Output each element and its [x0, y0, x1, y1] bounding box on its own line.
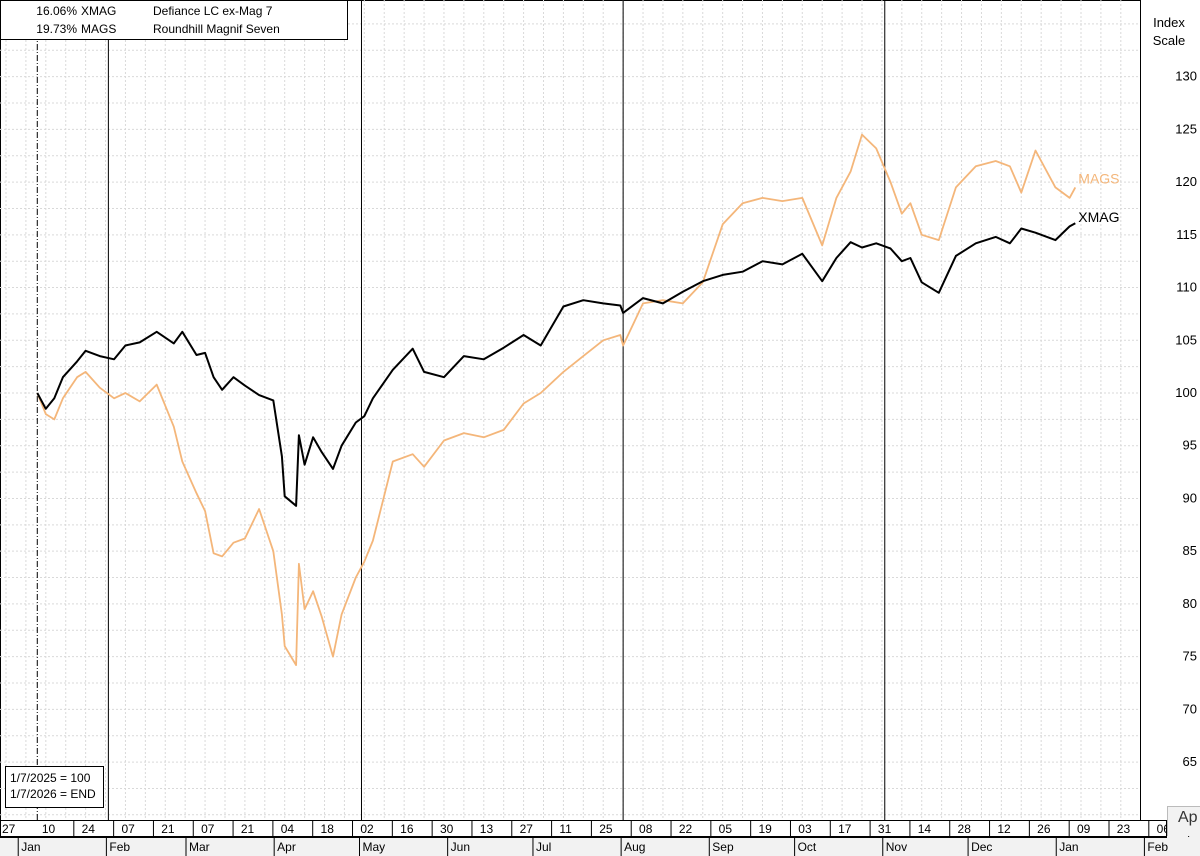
corner-tab[interactable]: Ap — [1167, 806, 1200, 836]
x-tick-label: 27 — [520, 822, 534, 836]
x-month-label: Jun — [451, 840, 470, 854]
x-tick-label: 31 — [878, 822, 892, 836]
x-tick-label: 11 — [559, 822, 572, 836]
x-tick-label: 12 — [997, 822, 1011, 836]
x-tick-label: 19 — [758, 822, 772, 836]
y-tick-label: 100 — [1175, 385, 1197, 400]
y-tick-label: 80 — [1183, 596, 1197, 611]
series-line-xmag — [36, 222, 1076, 507]
x-month-label: Feb — [109, 840, 130, 854]
x-tick-label: 18 — [321, 822, 335, 836]
x-tick-label: 24 — [82, 822, 96, 836]
y-tick-label: 85 — [1183, 543, 1197, 558]
y-tick-label: 90 — [1183, 490, 1197, 505]
x-axis-day-row — [0, 820, 1167, 837]
y-axis-title: Index Scale — [1140, 14, 1198, 50]
series-line-mags — [36, 133, 1077, 666]
x-tick-label: 06 — [1157, 822, 1171, 836]
x-tick-label: 10 — [42, 822, 56, 836]
x-month-label: Sep — [712, 840, 734, 854]
x-tick-label: 02 — [360, 822, 374, 836]
y-axis-title-line: Scale — [1152, 33, 1186, 48]
x-tick-label: 21 — [241, 822, 255, 836]
legend-pct: 19.73% — [36, 22, 77, 36]
legend-ticker: XMAG — [81, 4, 117, 18]
x-month-label: Dec — [971, 840, 992, 854]
note-line: 1/7/2026 = END — [10, 787, 96, 801]
x-tick-label: 03 — [798, 822, 812, 836]
x-month-label: Apr — [277, 840, 296, 854]
x-tick-label: 23 — [1117, 822, 1131, 836]
y-tick-label: 115 — [1176, 227, 1197, 242]
legend-ticker: MAGS — [81, 22, 117, 36]
base-date-note: 1/7/2025 = 100 1/7/2026 = END — [5, 766, 104, 808]
plot-area — [0, 0, 1141, 821]
y-tick-label: 120 — [1175, 174, 1197, 189]
legend: 16.06% XMAG Defiance LC ex-Mag 7 19.73% … — [0, 0, 348, 40]
x-month-label: Feb — [1147, 840, 1168, 854]
x-tick-label: 13 — [480, 822, 494, 836]
y-tick-label: 125 — [1175, 121, 1197, 136]
x-month-label: Aug — [624, 840, 645, 854]
x-tick-label: 07 — [121, 822, 135, 836]
y-tick-label: 95 — [1183, 438, 1197, 453]
y-axis-title-line: Index — [1153, 15, 1185, 30]
x-month-label: Nov — [886, 840, 907, 854]
series-end-label: XMAG — [1078, 209, 1119, 225]
x-month-label: Jul — [536, 840, 551, 854]
x-tick-label: 30 — [440, 822, 454, 836]
x-month-label: May — [362, 840, 385, 854]
x-tick-label: 25 — [599, 822, 613, 836]
y-tick-label: 70 — [1183, 701, 1197, 716]
x-tick-label: 07 — [201, 822, 215, 836]
legend-fund-name: Roundhill Magnif Seven — [153, 22, 280, 36]
x-tick-label: 26 — [1037, 822, 1051, 836]
x-month-label: Jan — [21, 840, 40, 854]
y-tick-label: 75 — [1183, 649, 1197, 664]
x-tick-label: 27 — [2, 822, 16, 836]
x-tick-label: 05 — [719, 822, 733, 836]
x-tick-label: 14 — [918, 822, 932, 836]
y-tick-label: 65 — [1183, 754, 1197, 769]
x-tick-label: 04 — [281, 822, 295, 836]
x-tick-label: 08 — [639, 822, 653, 836]
x-month-label: Oct — [798, 840, 817, 854]
series-end-label: MAGS — [1078, 170, 1119, 186]
x-tick-label: 16 — [400, 822, 414, 836]
y-tick-label: 105 — [1175, 332, 1197, 347]
x-tick-label: 28 — [958, 822, 972, 836]
legend-pct: 16.06% — [36, 4, 77, 18]
note-line: 1/7/2025 = 100 — [10, 771, 91, 785]
x-tick-label: 09 — [1077, 822, 1091, 836]
y-tick-label: 110 — [1176, 280, 1197, 295]
x-tick-label: 17 — [838, 822, 852, 836]
y-tick-label: 130 — [1175, 69, 1197, 84]
x-tick-label: 22 — [679, 822, 693, 836]
x-tick-label: 21 — [161, 822, 175, 836]
x-month-label: Jan — [1059, 840, 1078, 854]
x-month-label: Mar — [189, 840, 210, 854]
legend-fund-name: Defiance LC ex-Mag 7 — [153, 4, 273, 18]
